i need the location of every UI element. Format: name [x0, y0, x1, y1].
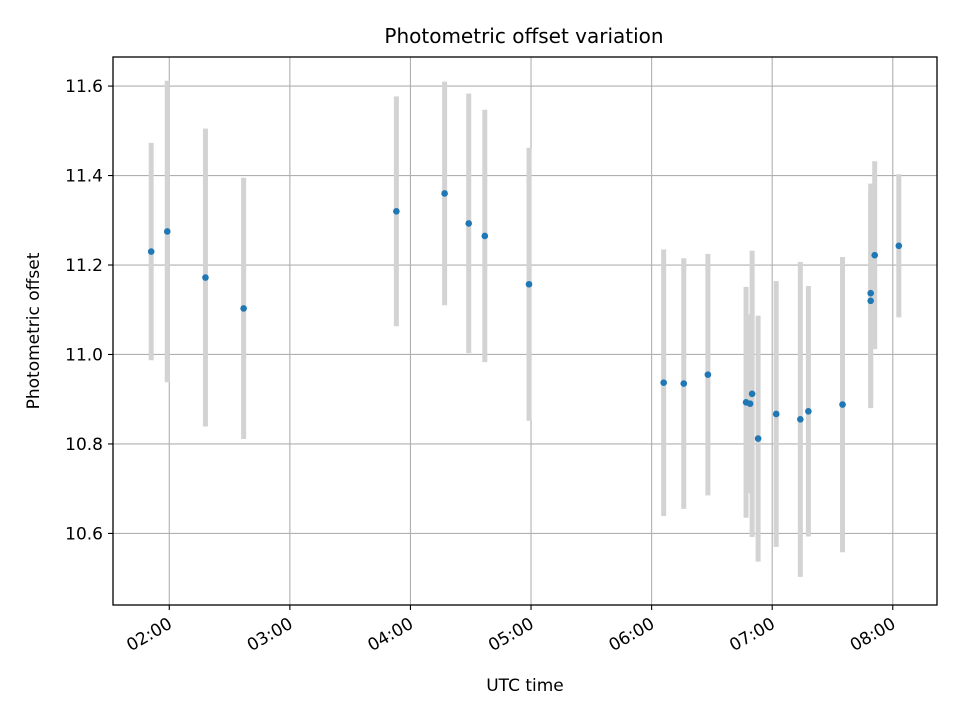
y-tick-label: 11.4 [65, 167, 103, 187]
data-point [465, 220, 473, 227]
data-point [481, 232, 489, 240]
error-bars [148, 80, 902, 577]
data-point [867, 289, 874, 297]
data-point [748, 390, 756, 398]
grid [113, 57, 937, 605]
y-tick-label: 11.2 [65, 256, 103, 276]
y-axis-ticks: 10.6 10.8 11.0 11.2 11.4 11.6 [65, 77, 113, 544]
data-point [660, 379, 667, 386]
data-point [772, 410, 780, 418]
x-tick-label: 07:00 [726, 614, 778, 656]
data-point [754, 435, 762, 442]
data-point [746, 400, 754, 407]
x-axis-ticks: 02:00 03:00 04:00 05:00 06:00 07:00 08:00 [123, 605, 899, 656]
y-tick-label: 10.6 [65, 524, 103, 544]
plot-frame [112, 56, 938, 606]
data-point [147, 248, 155, 255]
x-tick-label: 03:00 [244, 614, 296, 656]
data-point [867, 297, 874, 305]
data-point [805, 407, 812, 415]
data-point [163, 228, 171, 235]
y-tick-label: 10.8 [65, 435, 103, 455]
x-axis-title: UTC time [486, 676, 564, 696]
data-point [871, 251, 878, 259]
y-axis-title: Photometric offset [24, 252, 44, 409]
x-tick-label: 08:00 [847, 614, 899, 656]
data-point [202, 274, 209, 281]
data-point [704, 371, 712, 378]
x-tick-label: 02:00 [123, 614, 175, 656]
x-tick-label: 06:00 [606, 614, 658, 656]
data-point [839, 401, 846, 408]
data-point [240, 305, 247, 312]
data-point [895, 242, 903, 250]
data-point [525, 280, 533, 288]
chart-title: Photometric offset variation [384, 24, 663, 48]
data-point [680, 380, 688, 387]
data-point [393, 208, 400, 215]
y-tick-label: 11.0 [65, 345, 103, 365]
data-point [797, 416, 804, 423]
y-tick-label: 11.6 [65, 77, 103, 97]
x-tick-label: 05:00 [485, 614, 537, 656]
data-point [441, 190, 448, 197]
x-tick-label: 04:00 [365, 614, 417, 656]
data-points [147, 190, 903, 442]
